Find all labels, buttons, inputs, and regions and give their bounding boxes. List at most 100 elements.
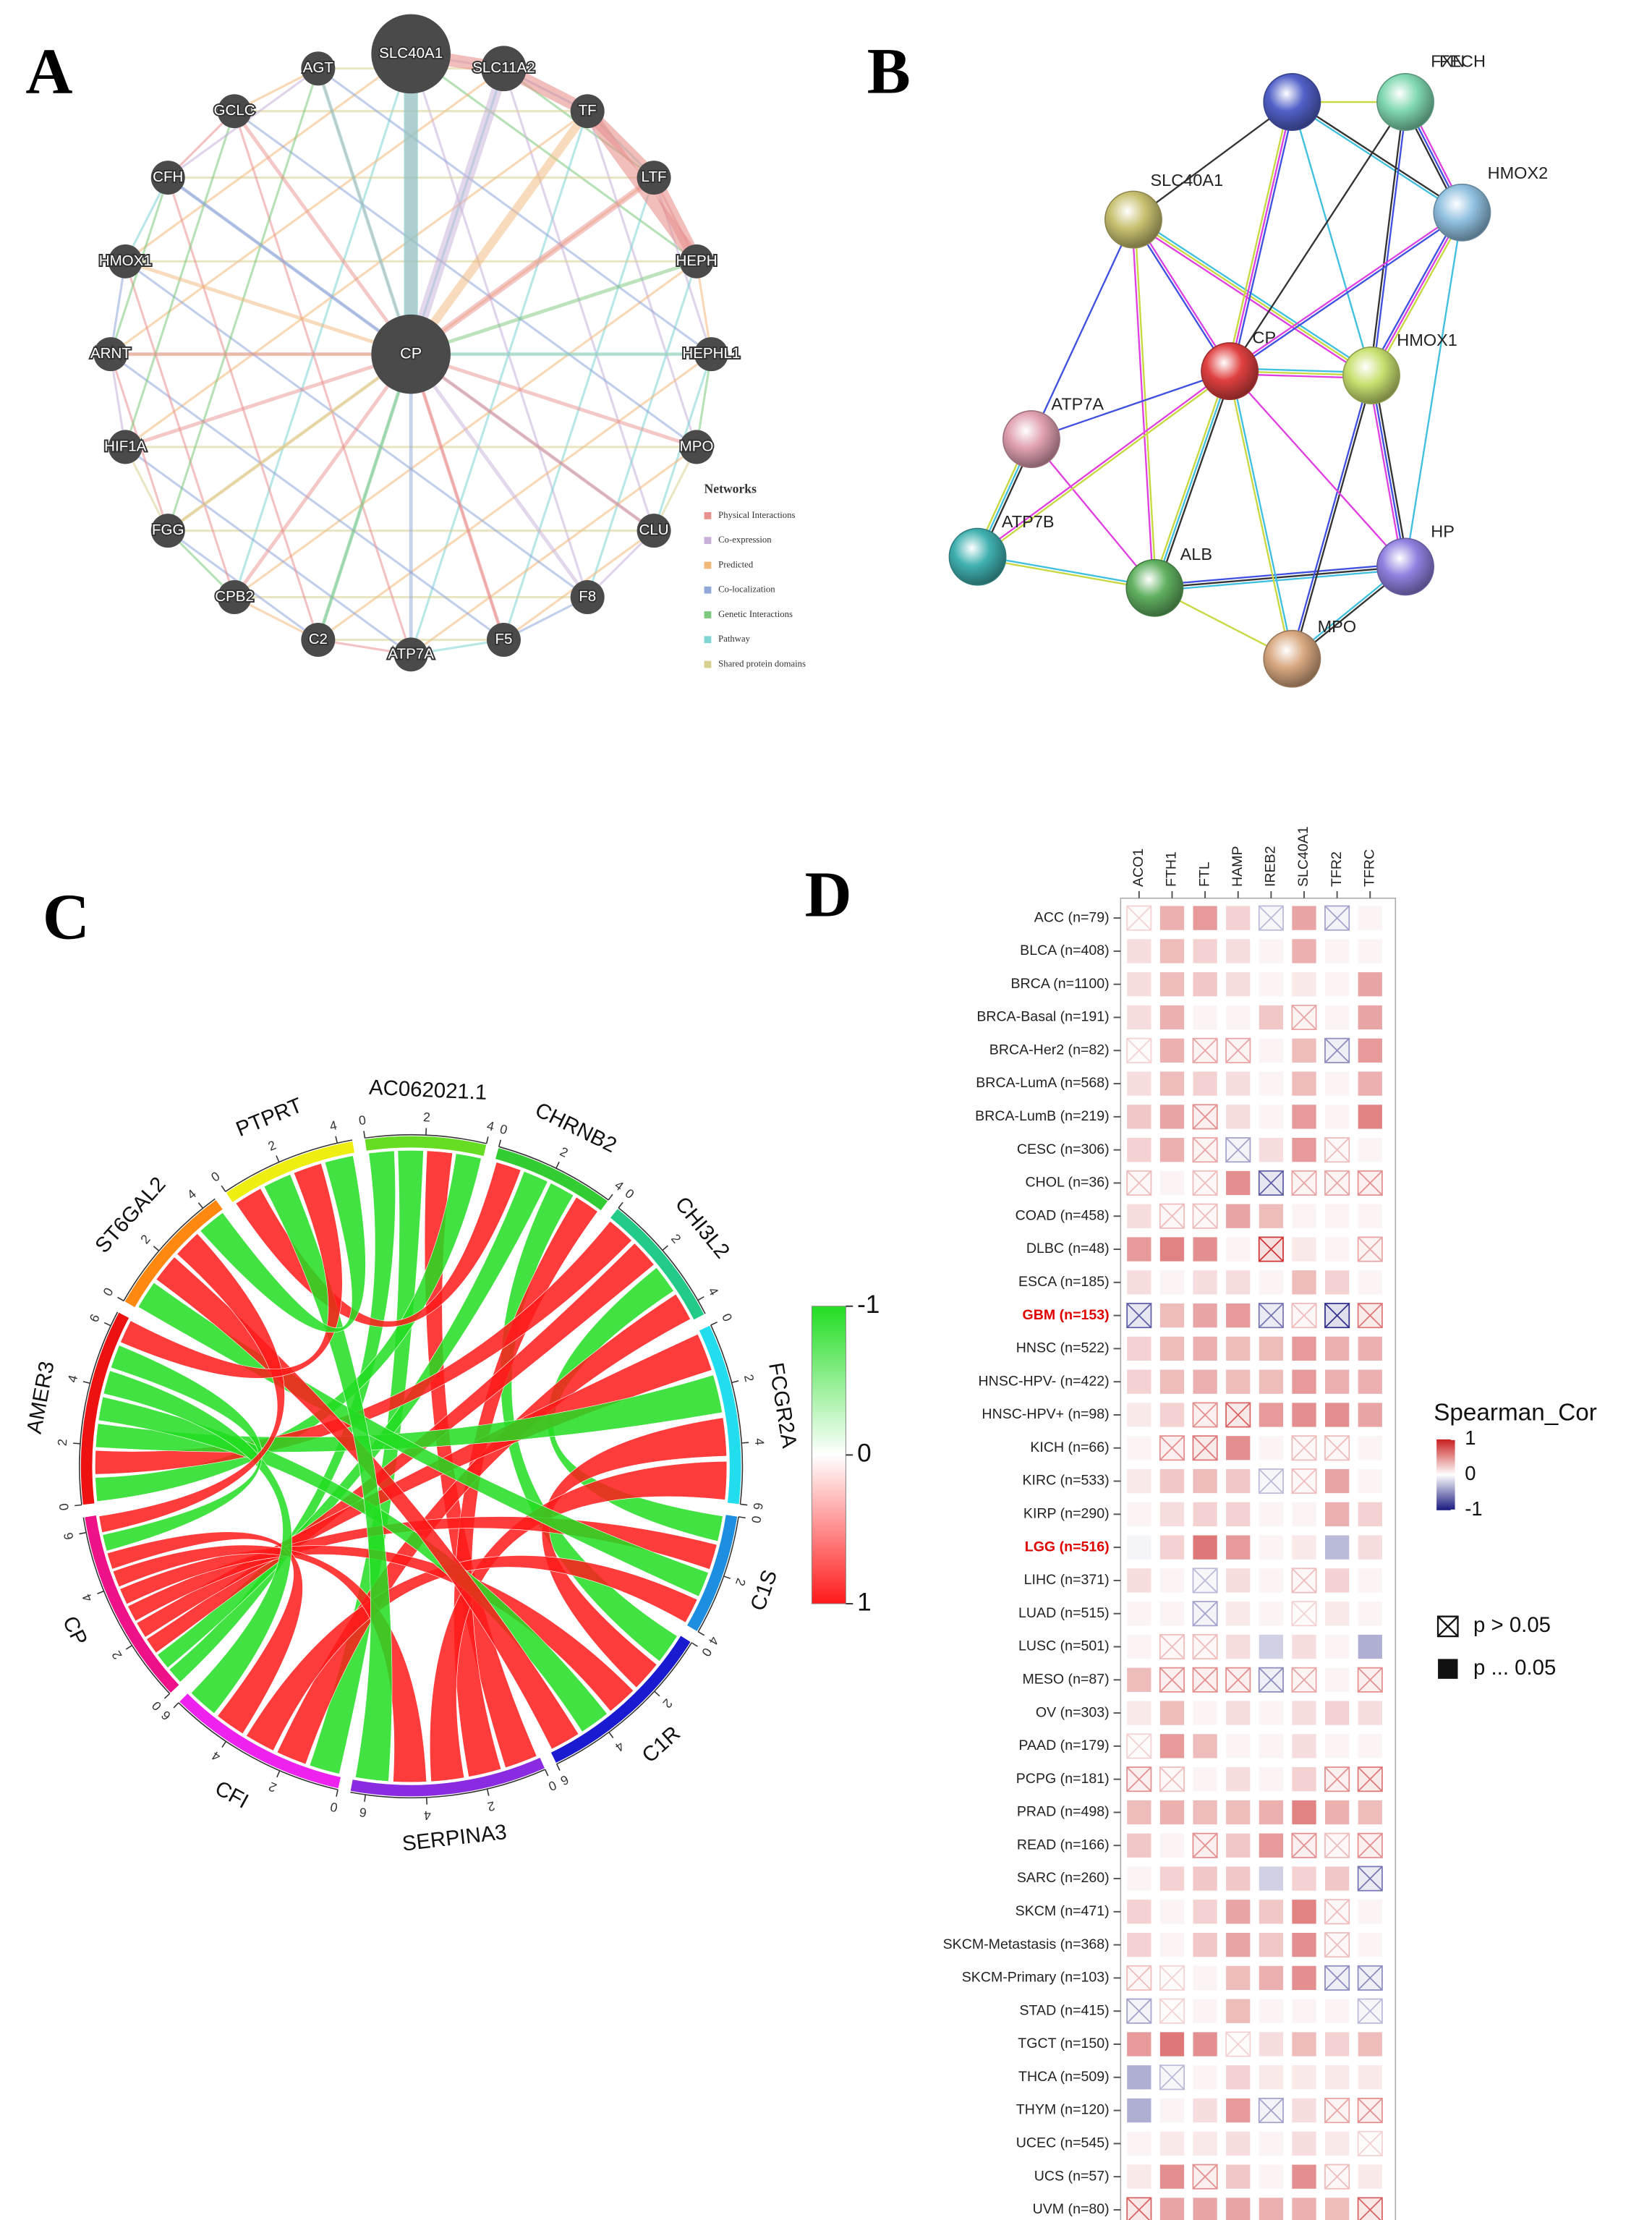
cell <box>1324 2131 1350 2156</box>
cell-cross <box>1291 1005 1317 1030</box>
cell <box>1259 939 1284 964</box>
cell-cross <box>1357 1832 1383 1858</box>
heatmap-frame <box>1120 897 1397 2220</box>
cell-cross <box>1357 1170 1383 1196</box>
cell <box>1127 1403 1151 1427</box>
cell <box>1324 2198 1350 2220</box>
column-label: IREB2 <box>1263 846 1279 887</box>
cell-cross <box>1159 1998 1185 2024</box>
edge <box>1373 213 1465 378</box>
legend-swatch <box>704 512 712 519</box>
cell <box>1259 2198 1284 2220</box>
edge <box>407 109 591 357</box>
column-label: FTH1 <box>1164 851 1180 887</box>
protein-node <box>1376 73 1434 131</box>
edge <box>1134 216 1374 374</box>
cell <box>1358 1204 1382 1228</box>
cell <box>1226 1071 1251 1096</box>
cell <box>1324 1204 1350 1228</box>
row-label: LUSC (n=501) <box>1018 1638 1110 1654</box>
cell <box>1292 1105 1316 1129</box>
cell-cross <box>1259 1303 1284 1328</box>
row-label: HNSC-HPV- (n=422) <box>979 1373 1110 1389</box>
cell <box>1226 1701 1251 1725</box>
cell <box>1358 1602 1382 1626</box>
cell-cross <box>1159 1965 1185 1991</box>
cell <box>1358 1900 1382 1924</box>
cell-cross <box>1225 1402 1251 1428</box>
node-label: ARNT <box>90 345 131 362</box>
row-label: CESC (n=306) <box>1017 1141 1110 1157</box>
cell-cross <box>1324 1766 1350 1792</box>
sector-axis <box>365 1134 487 1144</box>
edge <box>1227 371 1292 660</box>
cell <box>1259 1734 1284 1758</box>
sector-axis <box>556 1642 692 1765</box>
node-label: F8 <box>579 588 596 605</box>
sector-arc <box>80 1312 129 1505</box>
tick-label: 2 <box>486 1798 496 1814</box>
node-label: SLC40A1 <box>1151 171 1224 190</box>
cell-cross <box>1357 1965 1383 1991</box>
legend-swatch <box>704 586 712 594</box>
cell-cross <box>1192 1203 1218 1229</box>
tick-label: 0 <box>208 1169 222 1185</box>
tick <box>79 1531 87 1535</box>
cell <box>1159 1568 1185 1593</box>
cell-cross <box>1192 1667 1218 1693</box>
chord-link <box>95 1374 723 1453</box>
node <box>393 637 428 672</box>
cell <box>1193 1900 1217 1924</box>
cell <box>1226 2131 1251 2156</box>
cell-cross <box>1225 1667 1251 1693</box>
edge <box>1371 102 1408 376</box>
tick <box>608 1732 614 1738</box>
cell-cross <box>1324 1832 1350 1858</box>
cell <box>1358 1468 1382 1494</box>
cell-cross <box>1126 1733 1152 1759</box>
cell <box>1127 1468 1151 1494</box>
protein-node <box>1104 190 1162 249</box>
legend-label: p ... 0.05 <box>1473 1656 1556 1680</box>
tick <box>221 1740 227 1748</box>
sector-label: PTPRT <box>233 1093 306 1141</box>
tick <box>336 1789 339 1797</box>
legend-label: Co-expression <box>718 535 772 545</box>
panel-label: C <box>43 882 90 953</box>
row-label: BRCA-Basal (n=191) <box>976 1009 1109 1025</box>
node-label: HEPHL1 <box>682 345 740 362</box>
cell-cross <box>1324 1965 1350 1991</box>
cell <box>1193 2131 1217 2156</box>
cell-cross <box>1192 1601 1218 1626</box>
row-label: COAD (n=458) <box>1016 1207 1110 1223</box>
row-label: BRCA-Her2 (n=82) <box>989 1042 1110 1058</box>
cell-cross <box>1126 1965 1152 1991</box>
legend-label: Co-localization <box>718 584 775 595</box>
cell <box>1324 1105 1350 1129</box>
tick <box>125 1645 132 1650</box>
cell <box>1292 1270 1316 1295</box>
cell-cross <box>1357 1303 1383 1328</box>
tick-label: 4 <box>184 1186 199 1202</box>
cell-cross <box>1259 1468 1284 1494</box>
cell <box>1159 1336 1185 1361</box>
edge <box>1229 101 1293 372</box>
cell <box>1193 1369 1217 1394</box>
edge <box>410 259 697 356</box>
row-label: LGG (n=516) <box>1025 1539 1110 1555</box>
cell <box>1358 1701 1382 1725</box>
edge <box>1290 102 1462 215</box>
tick <box>555 1161 560 1169</box>
node-label: FXN <box>1431 51 1465 70</box>
cell <box>1159 1701 1185 1725</box>
chord-link <box>102 1345 263 1552</box>
sector-arc <box>550 1636 691 1763</box>
sector-arc <box>179 1693 341 1789</box>
cell <box>1193 2032 1217 2057</box>
tick-label: 6 <box>158 1708 174 1723</box>
tick <box>498 1139 502 1147</box>
sector-arc <box>226 1141 355 1202</box>
cell <box>1226 1005 1251 1030</box>
chord-link <box>309 1150 424 1774</box>
cell <box>1358 2065 1382 2090</box>
